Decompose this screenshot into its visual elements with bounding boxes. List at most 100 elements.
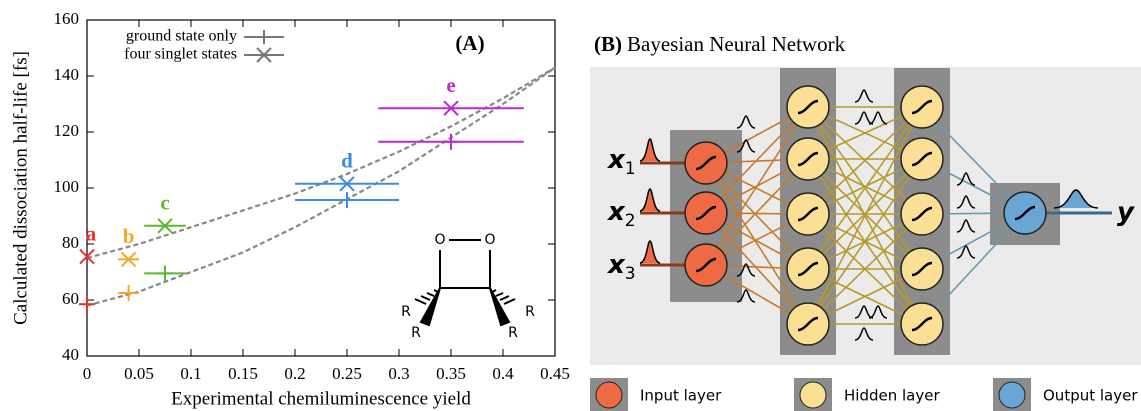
distribution: [956, 195, 976, 209]
distribution: [854, 305, 874, 319]
distribution: [854, 111, 874, 125]
y-tick-label: 40: [62, 345, 79, 364]
network: [639, 68, 1112, 355]
x-axis-label: Experimental chemiluminescence yield: [171, 388, 471, 409]
output-label: y: [1117, 198, 1135, 228]
x-tick-label: 0.2: [284, 364, 305, 383]
fit-line: [86, 66, 556, 307]
atom-label: R: [525, 304, 535, 320]
fit-line: [86, 66, 556, 260]
distribution: [868, 305, 888, 319]
marker-stroke: [339, 176, 355, 192]
legend-marker: [256, 47, 272, 63]
legend-label: four singlet states: [124, 46, 237, 63]
marker: [443, 133, 459, 150]
marker: [157, 218, 173, 234]
distribution: [854, 327, 874, 341]
legend-label: Input layer: [640, 387, 722, 405]
legend-key: [244, 30, 284, 44]
marker-stroke: [79, 248, 95, 265]
legend-label: Output layer: [1043, 387, 1138, 405]
y-tick-label: 160: [54, 9, 80, 28]
activation: [1014, 205, 1036, 221]
connection: [807, 213, 923, 325]
input-labels: x1 x2 x3 y: [606, 145, 1135, 285]
hash-bond: [491, 289, 516, 305]
atom-label: R: [401, 304, 411, 320]
x-tick-label: 0.45: [540, 364, 570, 383]
diagram-title: (B) Bayesian Neural Network: [594, 32, 846, 56]
marker-stroke: [443, 100, 459, 116]
input-label: x3: [606, 250, 636, 285]
activation: [695, 155, 717, 171]
x-tick-label: 0.4: [492, 364, 514, 383]
input-label: x2: [606, 197, 636, 232]
activation: [797, 99, 819, 115]
y-tick-label: 60: [62, 289, 79, 308]
marker: [443, 100, 459, 116]
connection: [705, 212, 809, 325]
point-label: c: [160, 191, 169, 215]
x-tick-label: 0.15: [228, 364, 258, 383]
y-axis-label: Calculated dissociation half-life [fs]: [10, 51, 31, 325]
distribution: [854, 89, 874, 103]
distribution: [956, 172, 976, 186]
distribution: [736, 139, 756, 153]
connection: [921, 212, 1026, 325]
marker: [79, 296, 95, 313]
connection: [705, 106, 809, 214]
legend-node: [595, 381, 623, 409]
x-tick-label: 0.3: [388, 364, 409, 383]
y-tick-label: 120: [54, 121, 80, 140]
distribution: [736, 289, 756, 303]
activation: [695, 205, 717, 221]
x-tick-label: 0.25: [332, 364, 362, 383]
activation: [797, 316, 819, 332]
marker: [120, 251, 137, 268]
y-tick-label: 140: [54, 65, 80, 84]
legend-label: ground state only: [126, 28, 237, 45]
marker-stroke: [157, 218, 173, 234]
connection: [921, 106, 1026, 214]
connection: [705, 162, 809, 325]
x-tick-label: 0.05: [124, 364, 154, 383]
activation: [695, 257, 717, 273]
distribution: [956, 245, 976, 259]
distribution: [736, 263, 756, 277]
activation: [911, 206, 933, 222]
molecule: [414, 239, 516, 327]
diagram-legend: Input layer Hidden layer Output layer: [590, 378, 1138, 411]
panel-label: (A): [455, 31, 484, 55]
connection: [705, 158, 809, 266]
y-tick-label: 80: [62, 233, 79, 252]
x-tick-label: 0.35: [436, 364, 466, 383]
marker: [79, 248, 95, 265]
distribution: [639, 188, 661, 212]
marker: [120, 285, 137, 301]
legend-node: [799, 381, 827, 409]
connection: [807, 106, 923, 215]
atom-label: O: [484, 232, 495, 248]
activation: [911, 151, 933, 167]
activation: [911, 261, 933, 277]
wedge-bond: [489, 287, 511, 327]
atom-label: O: [434, 232, 445, 248]
point-label: b: [123, 224, 135, 248]
distribution: [868, 111, 888, 125]
molecule-labels: O O R R R R: [401, 232, 535, 341]
legend-label: Hidden layer: [844, 387, 940, 405]
activation: [797, 261, 819, 277]
point-label: d: [341, 149, 353, 173]
connection: [705, 106, 809, 266]
point-label: a: [86, 221, 97, 245]
connection: [807, 158, 923, 325]
x-tick-label: 0: [83, 364, 92, 383]
chart: 40 60 80 100 120 140 160 0 0.05 0.1 0.15 0.2 0.25 0.3…: [54, 9, 570, 383]
distribution: [639, 138, 661, 162]
atom-label: R: [411, 325, 421, 341]
activation: [911, 316, 933, 332]
wedge-bond: [419, 287, 441, 327]
atom-label: R: [508, 325, 518, 341]
